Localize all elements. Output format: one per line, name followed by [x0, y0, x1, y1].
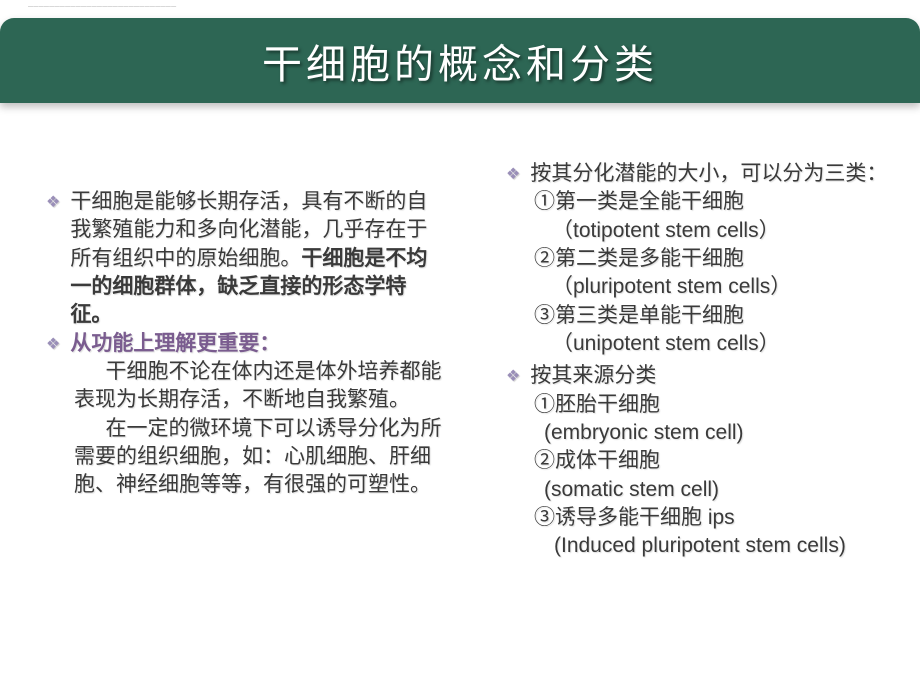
diamond-icon: ❖: [506, 164, 520, 184]
right-src-2a: ②成体干细胞: [506, 447, 902, 475]
right-item-1b: （totipotent stem cells）: [506, 217, 902, 245]
right-src-1a: ①胚胎干细胞: [506, 391, 902, 419]
left-bullet-1: ❖ 干细胞是能够长期存活，具有不断的自我繁殖能力和多向化潜能，几乎存在于所有组织…: [46, 188, 442, 330]
right-src-2b: (somatic stem cell): [506, 476, 902, 504]
left-para-2: 在一定的微环境下可以诱导分化为所需要的组织细胞，如：心肌细胞、肝细胞、神经细胞等…: [46, 415, 442, 500]
title-banner: 干细胞的概念和分类: [0, 18, 920, 103]
diamond-icon: ❖: [46, 192, 60, 212]
right-bullet-2: ❖ 按其来源分类: [506, 362, 902, 390]
right-item-1a: ①第一类是全能干细胞: [506, 188, 902, 216]
right-column: ❖ 按其分化潜能的大小，可以分为三类： ①第一类是全能干细胞 （totipote…: [460, 160, 920, 561]
left-p2-text: 在一定的微环境下可以诱导分化为所需要的组织细胞，如：心肌细胞、肝细胞、神经细胞等…: [74, 417, 442, 497]
left-b2-colored: 从功能上理解更重要：: [70, 330, 280, 358]
right-item-2b: （pluripotent stem cells）: [506, 273, 902, 301]
right-b1-text: 按其分化潜能的大小，可以分为三类：: [530, 160, 887, 188]
right-item-2a: ②第二类是多能干细胞: [506, 245, 902, 273]
right-item-3b: （unipotent stem cells）: [506, 330, 902, 358]
slide-title: 干细胞的概念和分类: [262, 32, 658, 90]
right-b2-text: 按其来源分类: [530, 362, 656, 390]
left-bullet-2: ❖ 从功能上理解更重要：: [46, 330, 442, 358]
diamond-icon: ❖: [46, 334, 60, 354]
right-bullet-1: ❖ 按其分化潜能的大小，可以分为三类：: [506, 160, 902, 188]
left-b1-text: 干细胞是能够长期存活，具有不断的自我繁殖能力和多向化潜能，几乎存在于所有组织中的…: [70, 188, 442, 330]
left-column: ❖ 干细胞是能够长期存活，具有不断的自我繁殖能力和多向化潜能，几乎存在于所有组织…: [0, 160, 460, 561]
diamond-icon: ❖: [506, 366, 520, 386]
watermark-text: ————————————————————————————: [28, 4, 176, 10]
left-p1-text: 干细胞不论在体内还是体外培养都能表现为长期存活，不断地自我繁殖。: [74, 360, 442, 411]
content-area: ❖ 干细胞是能够长期存活，具有不断的自我繁殖能力和多向化潜能，几乎存在于所有组织…: [0, 160, 920, 561]
right-item-3a: ③第三类是单能干细胞: [506, 302, 902, 330]
right-src-3b: (Induced pluripotent stem cells): [506, 532, 902, 560]
right-src-3a: ③诱导多能干细胞 ips: [506, 504, 902, 532]
left-para-1: 干细胞不论在体内还是体外培养都能表现为长期存活，不断地自我繁殖。: [46, 358, 442, 415]
right-src-1b: (embryonic stem cell): [506, 419, 902, 447]
